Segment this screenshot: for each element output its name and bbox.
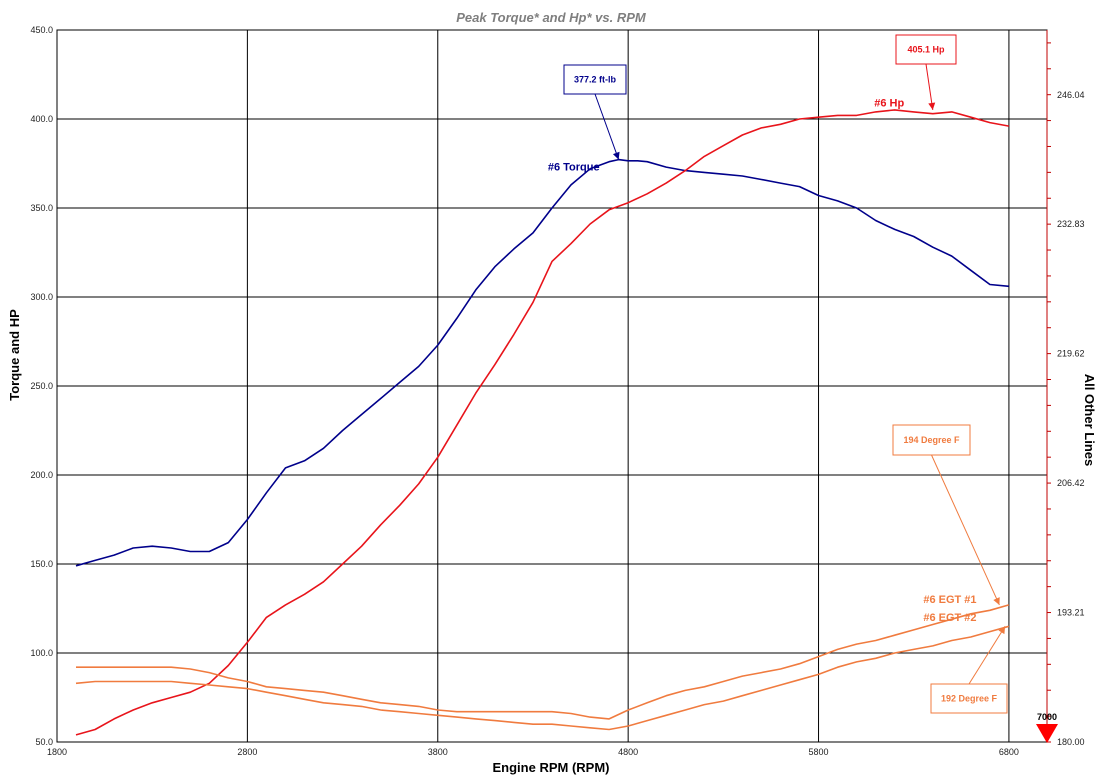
callouts: 377.2 ft-lb 405.1 Hp 194 Degree F 192 Degre… [563,34,1008,714]
y-axis-ticks: 50.0 100.0 150.0 200.0 250.0 300.0 350.0 400.0 4… [30,25,53,747]
y-tick-label: 200.0 [30,470,53,480]
end-marker-label: 7000 [1037,712,1057,722]
series-labels: #6 Torque #6 Hp #6 EGT #1 #6 EGT #2 [548,98,977,624]
x-axis-ticks: 1800 2800 3800 4800 5800 6800 [47,747,1019,757]
callout-leader [968,626,1006,685]
callout-label: 405.1 Hp [907,45,945,55]
series-line-6-torque [75,158,1009,567]
right-tick-label: 206.42 [1057,478,1085,488]
x-tick-label: 2800 [237,747,257,757]
right-axis-ticks: 180.00 193.21 206.42 219.62 232.83 246.04 [1046,30,1085,747]
y-tick-label: 300.0 [30,292,53,302]
callout-label: 194 Degree F [903,435,960,445]
y-tick-label: 350.0 [30,203,53,213]
end-marker-triangle [1036,724,1058,743]
series-label-6-egt-1: #6 EGT #1 [923,594,976,606]
x-tick-label: 5800 [809,747,829,757]
grid-lines [57,30,1047,742]
x-tick-label: 4800 [618,747,638,757]
y-tick-label: 400.0 [30,114,53,124]
callout-label: 377.2 ft-lb [574,75,617,85]
callout-leader [931,454,1000,606]
right-tick-label: 219.62 [1057,349,1085,359]
series-line-6-egt-1 [76,604,1010,720]
callout-leader [594,93,620,160]
callout-box [892,424,971,456]
chart-title: Peak Torque* and Hp* vs. RPM [456,10,647,25]
right-tick-label: 180.00 [1057,737,1085,747]
series-label-6-torque: #6 Torque [548,162,600,174]
x-tick-label: 3800 [428,747,448,757]
y-axis-label: Torque and HP [7,309,22,401]
x-axis-label: Engine RPM (RPM) [493,760,610,775]
series-line-6-hp [75,109,1010,736]
callout-arrowhead [612,151,620,160]
y-tick-label: 150.0 [30,559,53,569]
callout-label: 192 Degree F [941,694,998,704]
series-label-6-hp: #6 Hp [874,98,904,110]
callout-arrowhead [998,626,1006,635]
x-tick-label: 6800 [999,747,1019,757]
y-tick-label: 250.0 [30,381,53,391]
series-layer [75,109,1010,736]
right-tick-label: 232.83 [1057,219,1085,229]
x-tick-label: 1800 [47,747,67,757]
right-tick-label: 193.21 [1057,608,1085,618]
y-tick-label: 50.0 [35,737,53,747]
right-tick-label: 246.04 [1057,90,1085,100]
end-marker: 7000 [1036,712,1058,743]
callout-leader [925,63,934,110]
callout-arrowhead [928,102,936,110]
series-label-6-egt-2: #6 EGT #2 [923,612,976,624]
right-axis-label: All Other Lines [1082,374,1097,466]
y-tick-label: 100.0 [30,648,53,658]
callout-arrowhead [993,597,1000,605]
y-tick-label: 450.0 [30,25,53,35]
series-line-6-egt-2 [75,625,1010,731]
